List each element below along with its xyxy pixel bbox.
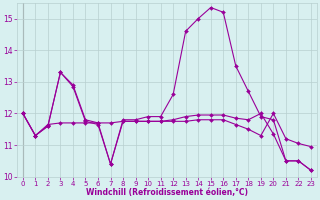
X-axis label: Windchill (Refroidissement éolien,°C): Windchill (Refroidissement éolien,°C) bbox=[86, 188, 248, 197]
